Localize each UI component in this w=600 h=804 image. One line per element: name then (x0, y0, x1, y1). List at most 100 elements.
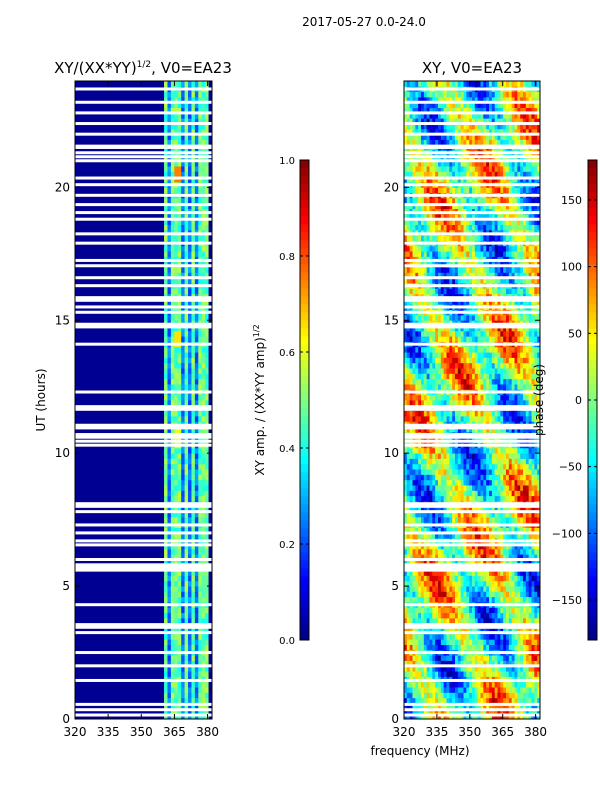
amplitude-cell (130, 336, 134, 342)
amplitude-cell (123, 517, 127, 523)
amplitude-cell (82, 288, 86, 294)
amplitude-cell (161, 458, 165, 464)
amplitude-cell (120, 581, 124, 587)
amplitude-cell (144, 591, 148, 597)
amplitude-cell (144, 458, 148, 464)
amplitude-cell (191, 411, 195, 417)
amplitude-cell (161, 517, 165, 523)
amplitude-cell (99, 363, 103, 369)
amplitude-cell (92, 368, 96, 374)
amplitude-cell (205, 171, 209, 177)
amplitude-cell (82, 198, 86, 204)
amplitude-cell (113, 363, 117, 369)
amplitude-cell (167, 618, 171, 624)
amplitude-cell (89, 607, 93, 613)
amplitude-cell (195, 464, 199, 470)
amplitude-cell (140, 655, 144, 661)
amplitude-cell (92, 92, 96, 98)
amplitude-cell (144, 496, 148, 502)
amplitude-cell (116, 490, 120, 496)
amplitude-cell (198, 246, 202, 252)
amplitude-cell (188, 458, 192, 464)
amplitude-cell (99, 581, 103, 587)
amplitude-cell (120, 171, 124, 177)
amplitude-cell (133, 692, 137, 698)
amplitude-colorbar-label: XY amp. / (XX*YY amp)1/2 (252, 324, 267, 475)
amplitude-cell (99, 496, 103, 502)
amplitude-cell (202, 682, 206, 688)
amplitude-cell (150, 490, 154, 496)
amplitude-cell (154, 671, 158, 677)
amplitude-cell (82, 655, 86, 661)
amplitude-cell (106, 395, 110, 401)
amplitude-cell (202, 692, 206, 698)
amplitude-cell (195, 687, 199, 693)
amplitude-cell (185, 331, 189, 337)
amplitude-cell (147, 352, 151, 358)
amplitude-cell (130, 496, 134, 502)
amplitude-cell (188, 246, 192, 252)
amplitude-cell (161, 336, 165, 342)
amplitude-cell (137, 613, 141, 619)
amplitude-cell (174, 347, 178, 353)
amplitude-cell (157, 171, 161, 177)
amplitude-cell (185, 581, 189, 587)
amplitude-cell (188, 671, 192, 677)
amplitude-cell (171, 411, 175, 417)
phase-title: XY, V0=EA23 (422, 59, 522, 77)
amplitude-cell (140, 634, 144, 640)
amplitude-cell (89, 171, 93, 177)
amplitude-cell (154, 246, 158, 252)
amplitude-cell (126, 581, 130, 587)
amplitude-cell (198, 496, 202, 502)
amplitude-cell (96, 384, 100, 390)
amplitude-cell (154, 352, 158, 358)
amplitude-cell (195, 400, 199, 406)
amplitude-cell (137, 246, 141, 252)
amplitude-cell (181, 464, 185, 470)
amplitude-cell (140, 246, 144, 252)
amplitude-cell (150, 315, 154, 321)
amplitude-cell (85, 682, 89, 688)
amplitude-cell (78, 225, 82, 231)
amplitude-cell (171, 448, 175, 454)
amplitude-cell (109, 139, 113, 145)
amplitude-cell (178, 251, 182, 257)
amplitude-cell (198, 517, 202, 523)
amplitude-cell (161, 81, 165, 87)
amplitude-cell (78, 379, 82, 385)
amplitude-cell (137, 373, 141, 379)
amplitude-cell (202, 581, 206, 587)
amplitude-cell (78, 586, 82, 592)
amplitude-cell (99, 384, 103, 390)
amplitude-cell (109, 92, 113, 98)
amplitude-cell (161, 171, 165, 177)
amplitude-cell (82, 549, 86, 555)
amplitude-cell (150, 288, 154, 294)
amplitude-cell (198, 639, 202, 645)
amplitude-cell (150, 469, 154, 475)
amplitude-cell (75, 639, 79, 645)
amplitude-cell (191, 187, 195, 193)
amplitude-cell (116, 645, 120, 651)
amplitude-cell (102, 618, 106, 624)
amplitude-cell (75, 198, 79, 204)
amplitude-cell (191, 469, 195, 475)
amplitude-cell (185, 198, 189, 204)
amplitude-cell (144, 645, 148, 651)
amplitude-cell (78, 246, 82, 252)
amplitude-cell (167, 347, 171, 353)
amplitude-cell (154, 347, 158, 353)
amplitude-cell (185, 618, 189, 624)
amplitude-cell (89, 267, 93, 273)
amplitude-cell (133, 634, 137, 640)
amplitude-cell (92, 198, 96, 204)
amplitude-cell (123, 618, 127, 624)
amplitude-cell (102, 634, 106, 640)
amplitude-cell (167, 251, 171, 257)
amplitude-cell (181, 400, 185, 406)
amplitude-flag-gap (75, 623, 212, 626)
amplitude-cell (198, 618, 202, 624)
amplitude-cell (140, 581, 144, 587)
amplitude-cell (82, 496, 86, 502)
